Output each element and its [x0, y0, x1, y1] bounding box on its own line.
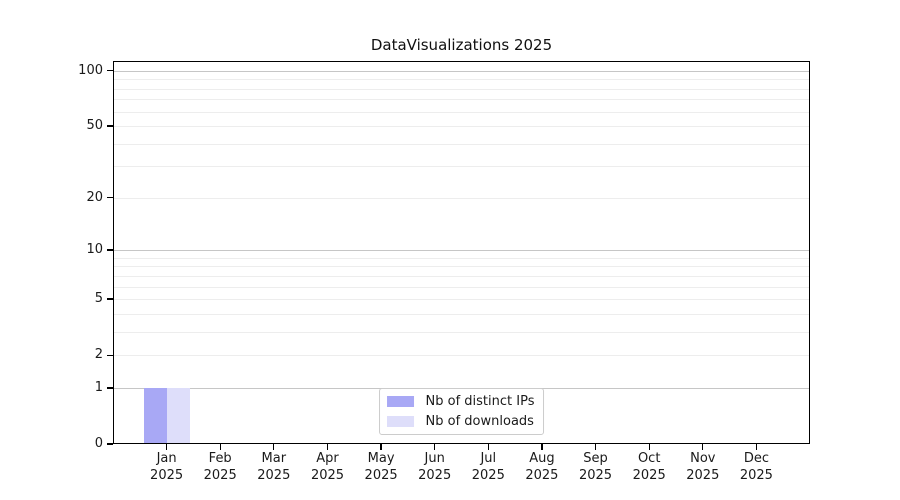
x-tick-month: May	[367, 451, 395, 466]
x-tick-month: Oct	[637, 451, 661, 466]
x-tick-year: 2025	[364, 467, 398, 483]
x-axis-tick	[594, 444, 597, 450]
x-tick-month: Jul	[480, 451, 497, 466]
gridline-minor	[113, 166, 810, 168]
gridline-minor	[113, 197, 810, 199]
x-tick-month: Jun	[424, 451, 445, 466]
chart-title: DataVisualizations 2025	[370, 36, 553, 54]
x-axis-tick	[273, 444, 275, 450]
x-tick-year: 2025	[150, 467, 184, 483]
x-tick-label: Jul 2025	[456, 451, 520, 484]
gridline-major	[113, 250, 810, 252]
y-tick-label: 10	[86, 242, 103, 258]
x-tick-month: Jan	[156, 451, 177, 466]
x-tick-month: Feb	[208, 451, 232, 466]
bar-distinct-ips	[143, 387, 167, 444]
x-tick-year: 2025	[686, 467, 720, 483]
gridline-minor	[113, 111, 810, 113]
x-tick-month: Apr	[316, 451, 339, 466]
x-tick-label: Aug 2025	[510, 451, 574, 484]
x-axis-tick	[702, 444, 704, 450]
x-axis-tick	[648, 444, 650, 450]
x-tick-label: Apr 2025	[296, 451, 360, 484]
y-tick-label: 100	[78, 62, 103, 78]
x-tick-year: 2025	[203, 467, 237, 483]
legend: Nb of distinct IPs Nb of downloads	[378, 388, 545, 435]
x-tick-year: 2025	[578, 467, 613, 483]
x-tick-label: Jun 2025	[403, 451, 467, 484]
legend-swatch-downloads	[386, 416, 414, 427]
y-axis-tick	[107, 70, 113, 72]
x-axis-tick	[380, 444, 382, 450]
x-tick-label: May 2025	[349, 451, 413, 484]
gridline-minor	[113, 313, 810, 315]
x-tick-year: 2025	[418, 467, 452, 483]
gridline-major	[113, 70, 810, 72]
x-axis-tick	[434, 444, 436, 450]
x-axis-tick	[165, 444, 168, 450]
x-tick-label: Dec 2025	[724, 451, 788, 484]
gridline-minor	[113, 286, 810, 288]
legend-label-downloads: Nb of downloads	[425, 414, 534, 429]
y-axis-tick	[107, 387, 113, 389]
x-tick-year: 2025	[310, 467, 345, 483]
x-tick-month: Aug	[529, 451, 555, 466]
y-tick-label: 50	[86, 118, 103, 133]
gridline-minor	[113, 99, 810, 101]
x-tick-label: Mar 2025	[242, 451, 306, 484]
x-axis-tick	[487, 444, 489, 450]
bar-downloads	[166, 387, 190, 444]
x-tick-month: Dec	[743, 451, 769, 466]
plot-frame	[113, 61, 810, 444]
x-tick-label: Sep 2025	[564, 451, 628, 484]
plot-area: Nb of distinct IPs Nb of downloads	[113, 61, 810, 444]
y-axis-tick	[107, 443, 113, 445]
x-tick-label: Feb 2025	[188, 451, 252, 484]
x-tick-label: Nov 2025	[671, 451, 735, 484]
x-tick-month: Nov	[690, 451, 716, 466]
x-tick-year: 2025	[471, 467, 505, 483]
x-axis-tick	[219, 444, 221, 450]
gridline-minor	[113, 79, 810, 81]
legend-swatch-distinct-ips	[386, 396, 414, 407]
x-axis-tick	[326, 444, 329, 450]
x-tick-month: Mar	[261, 451, 287, 466]
y-tick-label: 5	[94, 291, 103, 307]
y-tick-label: 2	[94, 347, 103, 363]
y-tick-label: 1	[94, 379, 103, 395]
x-tick-month: Sep	[583, 451, 608, 466]
x-tick-label: Oct 2025	[617, 451, 681, 484]
legend-item-downloads: Nb of downloads	[386, 414, 535, 429]
x-axis-tick	[755, 444, 758, 450]
gridline-minor	[113, 275, 810, 277]
gridline-minor	[113, 126, 810, 127]
gridline-minor	[113, 266, 810, 268]
legend-label-distinct-ips: Nb of distinct IPs	[425, 394, 535, 409]
y-axis-tick	[107, 249, 113, 251]
gridline-minor	[113, 355, 810, 357]
y-axis-tick	[107, 298, 113, 300]
y-tick-label: 20	[86, 189, 103, 205]
x-tick-year: 2025	[525, 467, 559, 483]
x-tick-year: 2025	[632, 467, 666, 483]
x-tick-year: 2025	[739, 467, 773, 483]
gridline-minor	[113, 257, 810, 259]
legend-item-distinct-ips: Nb of distinct IPs	[386, 394, 535, 409]
x-axis-tick	[541, 444, 543, 450]
x-tick-label: Jan 2025	[135, 451, 199, 484]
gridline-minor	[113, 88, 810, 90]
y-axis-tick	[107, 354, 113, 356]
gridline-minor	[113, 331, 810, 333]
y-axis-tick	[107, 197, 113, 199]
x-tick-year: 2025	[257, 467, 291, 483]
y-axis-tick	[107, 125, 113, 127]
y-tick-label: 0	[94, 436, 103, 451]
gridline-minor	[113, 299, 810, 301]
gridline-minor	[113, 143, 810, 145]
